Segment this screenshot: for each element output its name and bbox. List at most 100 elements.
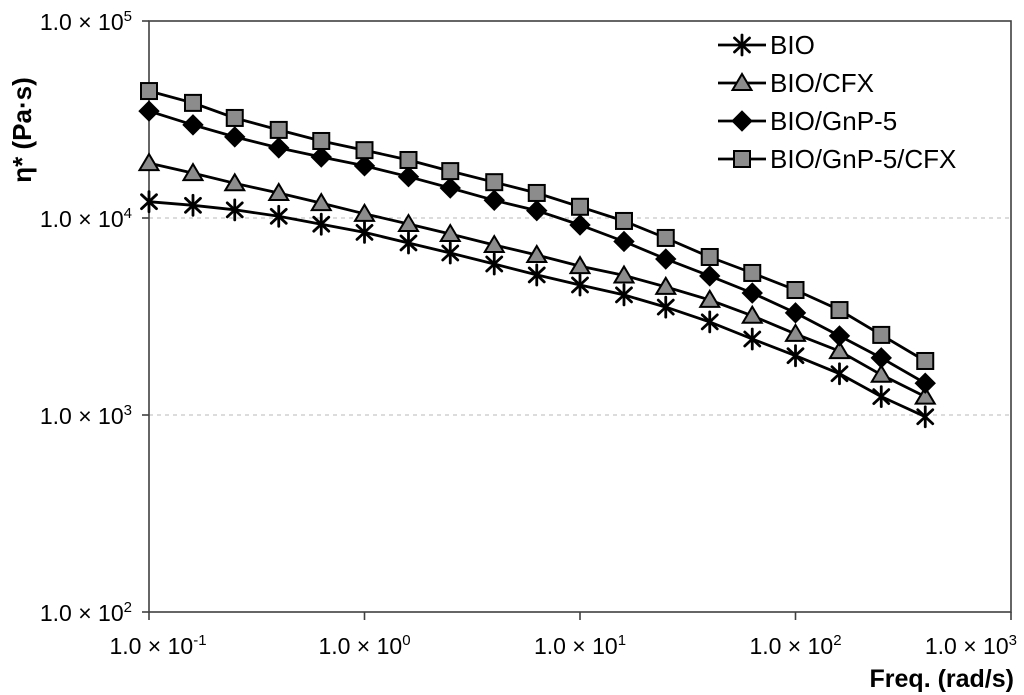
legend: BIO BIO/CFX BIO/GnP-5 BIO/GnP-5/CFX [718,30,956,174]
triangle-marker [913,385,937,405]
diamond-marker [268,137,290,159]
square-marker [614,211,633,230]
y-tick-label: 1.0 × 104 [40,205,132,232]
asterisk-arm [441,244,460,262]
x-tick-label: 1.0 × 100 [318,632,410,659]
y-tick-label: 1.0 × 105 [40,8,132,35]
diamond-marker [138,100,160,122]
asterisk-marker [140,190,158,214]
diamond-marker [182,114,204,136]
legend-entry-bio-gnp-5: BIO/GnP-5 [718,106,897,136]
diamond-marker [655,248,677,270]
diamond-marker [914,372,936,394]
diamond-marker [483,189,505,211]
diamond-marker [353,155,376,177]
legend-label-bio: BIO [770,30,815,60]
triangle-marker [267,182,291,201]
diamond-marker [397,166,420,188]
triangle-marker [741,304,764,324]
asterisk-marker [399,231,418,255]
series-bio [140,190,935,429]
series-bio-gnp-5-cfx [140,82,935,370]
square-marker [733,150,751,168]
triangle-marker [730,72,754,91]
asterisk-arm [485,255,504,273]
triangle-marker [137,152,161,172]
y-axis-ticks: 1.0 × 105 1.0 × 104 1.0 × 103 1.0 × 102 [40,8,149,626]
y-tick-label: 1.0 × 102 [40,599,132,626]
asterisk-marker [184,193,202,217]
diamond-marker [439,177,461,199]
square-marker [355,141,374,160]
asterisk-arm [700,313,719,331]
x-axis-title: Freq. (rad/s) [870,665,1014,693]
legend-entry-bio: BIO [718,30,815,60]
asterisk-arm [312,215,331,233]
x-tick-label: 1.0 × 103 [925,632,1017,659]
asterisk-marker [355,221,374,244]
legend-label-bio-cfx: BIO/CFX [770,68,874,98]
asterisk-arm [140,193,158,211]
asterisk-marker [527,263,546,287]
triangle-marker [223,172,247,192]
legend-entry-bio-cfx: BIO/CFX [718,68,874,98]
triangle-marker [310,192,333,212]
asterisk-marker [269,204,288,228]
square-marker [656,228,675,247]
asterisk-arm [571,276,589,294]
diamond-marker [699,265,721,287]
asterisk-marker [571,273,589,297]
square-marker [830,301,849,320]
asterisk-marker [615,283,633,307]
legend-label-bio-gnp-5-cfx: BIO/GnP-5/CFX [770,144,956,174]
asterisk-arm [656,298,675,316]
legend-entry-bio-gnp-5-cfx: BIO/GnP-5/CFX [718,144,956,174]
asterisk-arm [399,234,418,252]
x-tick-label: 1.0 × 101 [534,632,626,659]
asterisk-marker [872,385,891,408]
diamond-marker [224,126,246,148]
triangle-marker [482,234,506,254]
asterisk-arm [786,347,805,365]
triangle-marker [181,162,205,182]
data-series [137,82,937,429]
diamond-marker [613,230,635,253]
y-tick-label: 1.0 × 103 [40,402,132,429]
asterisk-marker [786,344,805,368]
triangle-marker [568,255,592,275]
asterisk-arm [733,36,751,54]
y-axis-title: η* (Pa·s) [7,77,37,182]
asterisk-arm [916,408,935,426]
triangle-marker [654,275,678,295]
asterisk-marker [743,327,762,351]
asterisk-marker [733,33,751,57]
asterisk-marker [830,362,849,386]
asterisk-marker [916,405,935,429]
triangle-marker [698,288,722,308]
series-bio-cfx [137,152,937,405]
diamond-marker [784,302,807,324]
legend-label-bio-gnp-5: BIO/GnP-5 [770,106,897,136]
asterisk-arm [830,365,849,383]
square-marker [916,351,935,370]
diamond-marker [741,282,763,304]
diamond-marker [526,199,548,222]
square-marker [743,263,762,282]
asterisk-marker [485,252,504,276]
square-marker [485,173,504,192]
square-marker [312,131,331,150]
triangle-marker [438,223,462,243]
square-marker [225,108,244,127]
square-marker [399,150,418,169]
x-tick-label: 1.0 × 10-1 [109,632,206,659]
square-marker [786,281,805,300]
asterisk-arm [743,330,762,348]
asterisk-arm [872,388,891,405]
asterisk-arm [184,196,202,214]
asterisk-marker [225,198,244,222]
series-line-bio [148,200,926,418]
asterisk-arm [615,286,633,304]
triangle-marker [353,202,376,222]
